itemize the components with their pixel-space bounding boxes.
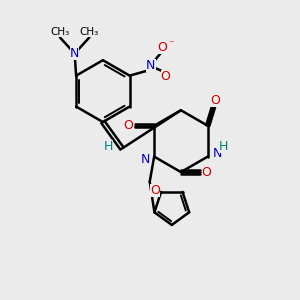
Text: ⁻: ⁻ xyxy=(169,40,174,50)
Text: N: N xyxy=(212,147,222,160)
Text: O: O xyxy=(160,70,170,83)
Text: CH₃: CH₃ xyxy=(50,27,70,37)
Text: N: N xyxy=(146,59,156,72)
Text: CH₃: CH₃ xyxy=(80,27,99,37)
Text: H: H xyxy=(104,140,113,153)
Text: N: N xyxy=(70,47,79,60)
Text: O: O xyxy=(210,94,220,107)
Text: O: O xyxy=(202,166,212,178)
Text: H: H xyxy=(219,140,229,153)
Text: O: O xyxy=(157,41,167,54)
Text: O: O xyxy=(150,184,160,197)
Text: O: O xyxy=(124,119,134,132)
Text: N: N xyxy=(141,153,151,166)
